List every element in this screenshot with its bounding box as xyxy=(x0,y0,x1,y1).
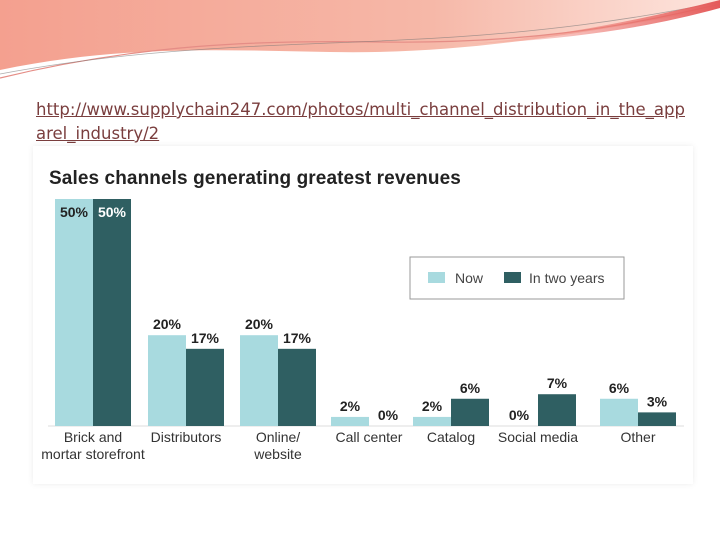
data-label: 2% xyxy=(340,398,361,414)
data-label: 17% xyxy=(283,330,312,346)
source-link[interactable]: http://www.supplychain247.com/photos/mul… xyxy=(36,100,685,143)
data-label: 2% xyxy=(422,398,443,414)
category-label-line: Distributors xyxy=(151,429,222,445)
category-label-line: Brick and xyxy=(64,429,122,445)
category-label-line: mortar storefront xyxy=(41,446,145,462)
data-label: 50% xyxy=(98,204,127,220)
data-label: 7% xyxy=(547,375,568,391)
category-label-line: Online/ xyxy=(256,429,300,445)
data-label: 20% xyxy=(153,316,182,332)
category-label: Call center xyxy=(336,429,403,445)
category-label: Distributors xyxy=(151,429,222,445)
chart-title: Sales channels generating greatest reven… xyxy=(49,168,461,189)
bar-now xyxy=(55,199,93,426)
category-label-line: Call center xyxy=(336,429,403,445)
data-label: 3% xyxy=(647,393,668,409)
bar-two-years xyxy=(538,394,576,426)
category-label-line: Other xyxy=(620,429,655,445)
data-label: 20% xyxy=(245,316,274,332)
legend-label-now: Now xyxy=(455,270,484,286)
header-wave-fill xyxy=(0,0,720,70)
bar-now xyxy=(148,335,186,426)
category-label-line: website xyxy=(253,446,302,462)
data-label: 6% xyxy=(609,380,630,396)
data-label: 6% xyxy=(460,380,481,396)
legend-label-two-years: In two years xyxy=(529,270,604,286)
chart-card xyxy=(33,146,693,484)
legend-swatch-two-years xyxy=(504,272,521,283)
data-label: 17% xyxy=(191,330,220,346)
data-label: 0% xyxy=(509,407,530,423)
category-label: Brick and mortar storefront xyxy=(41,429,145,462)
bar-two-years xyxy=(278,348,316,426)
bar-now xyxy=(331,416,369,426)
bar-two-years xyxy=(186,348,224,426)
data-label: 0% xyxy=(378,407,399,423)
category-label: Other xyxy=(620,429,655,445)
category-label-line: Social media xyxy=(498,429,578,445)
bar-two-years xyxy=(93,199,131,426)
category-label: Catalog xyxy=(427,429,475,445)
data-label: 50% xyxy=(60,204,89,220)
bar-two-years xyxy=(451,398,489,426)
category-label: Online/website xyxy=(253,429,302,462)
header-wave-line xyxy=(0,1,720,75)
legend-swatch-now xyxy=(428,272,445,283)
bar-now xyxy=(240,335,278,426)
category-label: Social media xyxy=(498,429,578,445)
bar-two-years xyxy=(638,412,676,426)
bar-now xyxy=(600,398,638,426)
bar-now xyxy=(413,416,451,426)
category-label-line: Catalog xyxy=(427,429,475,445)
header-decoration xyxy=(0,0,720,79)
